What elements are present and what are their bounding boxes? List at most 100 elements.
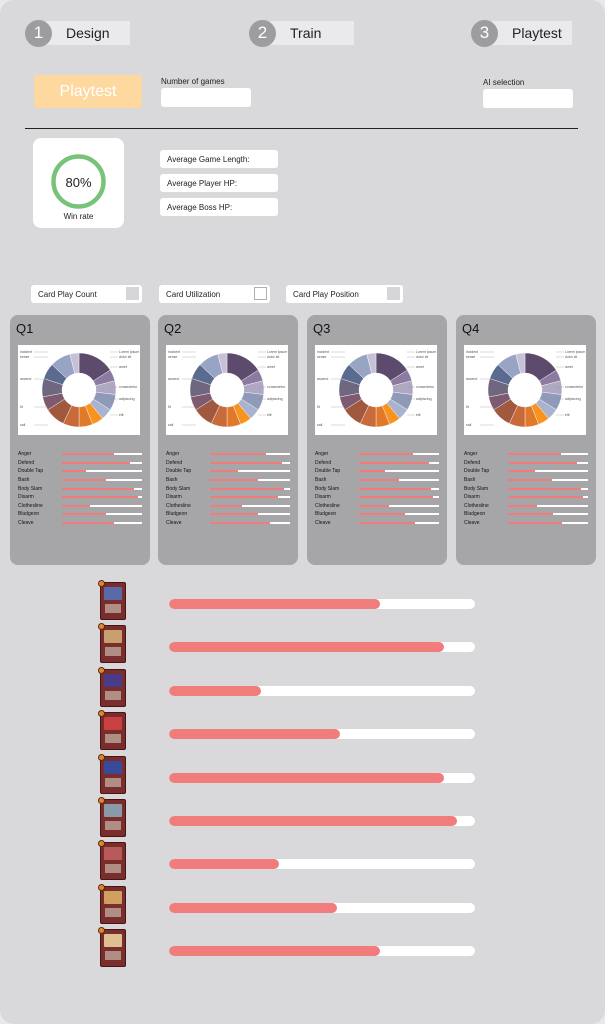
stat-bar-fill [210,487,284,490]
donut-label: Lorem ipsum [119,350,140,354]
stat-average-player-hp: Average Player HP: [160,174,278,192]
stat-row-name: Bash [18,477,30,484]
donut-label: amet [267,365,275,369]
card-text-box [105,777,121,787]
card-thumbnail[interactable] [98,623,126,664]
stat-bar [62,470,142,473]
card-text-box [105,907,121,917]
stat-row-name: Cleave [166,520,182,527]
card-thumbnail[interactable] [98,580,126,620]
stat-row-name: Disarm [18,494,34,501]
toggle-label: Card Play Position [293,289,359,299]
donut-chart: incident sense ascend fit sail Lorem ipsum dol… [464,345,586,435]
card-row [98,753,478,796]
card-art [104,934,122,948]
card-usage-bar [169,946,475,957]
step-playtest[interactable]: 3 Playtest [471,19,572,47]
card-thumbnail[interactable] [98,840,126,881]
stat-bar-fill [62,479,106,482]
donut-label: consectetur [416,385,435,389]
playtest-button[interactable]: Playtest [34,75,142,108]
stat-bar-fill [210,470,238,473]
stat-row-name: Body Slam [464,485,489,492]
ai-selection-input[interactable] [483,89,573,108]
stat-bar [62,461,142,464]
quarter-title: Q1 [16,321,34,336]
donut-label: amet [565,365,573,369]
stat-bar [359,513,439,516]
stat-bar-fill [62,453,114,456]
card-art [104,804,122,817]
donut-svg [182,351,266,428]
number-of-games-label: Number of games [161,77,225,86]
donut-label: ascend [20,377,32,381]
step-train[interactable]: 2 Train [249,19,354,47]
stat-row-name: Clothesline [315,502,340,509]
stat-bar [210,487,290,490]
stat-bar-fill [62,487,134,490]
card-usage-bar-fill [169,642,445,653]
checkbox[interactable] [254,287,267,300]
card-thumbnail[interactable] [98,883,126,924]
energy-cost-icon [98,840,105,848]
donut-slice [515,352,526,374]
stat-bar-fill [359,470,385,473]
stat-bar [508,522,588,525]
stat-row-name: Anger [464,451,478,458]
stat-bar [62,496,142,499]
toggle-card-utilization[interactable]: Card Utilization [159,285,270,303]
stat-row: Double Tap [464,467,588,476]
stat-row: Clothesline [464,502,588,511]
stat-bar-fill [62,504,90,507]
divider [25,128,578,129]
card-usage-bar-fill [169,946,381,957]
checkbox[interactable] [126,287,139,300]
step-design[interactable]: 1 Design [25,19,130,47]
stat-row: Double Tap [315,467,439,476]
stat-row-name: Double Tap [18,468,44,475]
energy-cost-icon [98,710,105,718]
energy-cost-icon [98,580,105,587]
card-usage-bar [169,729,475,740]
donut-label: incident [317,350,330,354]
toggle-card-play-count[interactable]: Card Play Count [31,285,142,303]
donut-slice [366,352,377,374]
stat-row-name: Cleave [315,520,331,527]
card-usage-bar-fill [169,816,457,826]
donut-label: Lorem ipsum [267,350,288,354]
card-thumbnail[interactable] [98,753,126,794]
stat-row-name: Clothesline [464,502,489,509]
stat-row: Body Slam [464,484,588,493]
stat-bar [359,479,439,482]
card-row [98,623,478,665]
card-thumbnail[interactable] [98,666,126,707]
card-art [104,630,122,644]
stat-bar-fill [62,461,130,464]
stat-row: Bludgeon [166,510,290,519]
toggle-card-play-position[interactable]: Card Play Position [286,285,403,303]
stat-row-name: Disarm [166,494,182,501]
stat-row: Clothesline [315,502,439,511]
stat-row: Double Tap [18,467,142,476]
card-thumbnail[interactable] [98,927,126,968]
stat-bar [210,513,290,516]
number-of-games-input[interactable] [161,88,251,107]
donut-label: Lorem ipsum [416,350,437,354]
card-row [98,883,478,926]
stat-row-name: Clothesline [166,502,191,509]
stat-bar [359,453,439,456]
stat-bar-fill [210,479,258,482]
quarter-title: Q4 [462,321,480,336]
card-text-box [105,734,121,744]
stat-row: Bash [464,476,588,485]
donut-label: sail [317,423,323,427]
donut-label: adipiscing [119,397,135,401]
stat-bar [210,522,290,525]
card-art [104,890,122,904]
energy-cost-icon [98,797,105,804]
card-thumbnail[interactable] [98,797,126,837]
card-thumbnail[interactable] [98,710,126,751]
donut-label: sail [20,423,26,427]
checkbox[interactable] [387,287,400,300]
